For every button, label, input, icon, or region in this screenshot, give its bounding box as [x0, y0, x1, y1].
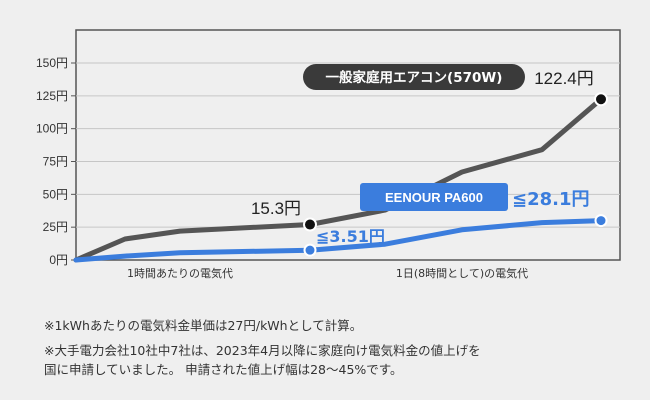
footnotes: ※1kWhあたりの電気料金単価は27円/kWhとして計算。 ※大手電力会社10社…	[44, 316, 634, 379]
series-line-0	[73, 96, 604, 263]
data-label: 15.3円	[251, 199, 301, 218]
legend-pill-aircon	[303, 64, 525, 90]
footnote-price-increase-2: 国に申請していました。 申請された値上げ幅は28～45%です。	[44, 362, 403, 377]
y-tick-label: 50円	[43, 187, 68, 201]
data-point	[594, 92, 608, 107]
legend-label-aircon: 一般家庭用エアコン(570W)	[326, 69, 503, 86]
data-point	[303, 243, 317, 257]
x-tick-label: 1時間あたりの電気代	[127, 266, 233, 280]
y-tick-label: 75円	[43, 155, 68, 169]
series-line-1	[73, 218, 604, 263]
y-tick-label: 125円	[36, 89, 68, 103]
data-label: 122.4円	[534, 69, 594, 88]
y-tick-label: 25円	[43, 220, 68, 234]
footnote-price-increase-1: ※大手電力会社10社中7社は、2023年4月以降に家庭向け電気料金の値上げを	[44, 343, 481, 358]
y-tick-label: 150円	[36, 56, 68, 70]
data-point	[594, 214, 608, 228]
x-tick-label: 1日(8時間として)の電気代	[396, 266, 528, 280]
legend-label-eenour: EENOUR PA600	[385, 190, 483, 205]
footnote-rate: ※1kWhあたりの電気料金単価は27円/kWhとして計算。	[44, 318, 363, 333]
y-tick-label: 0円	[49, 253, 68, 267]
data-label: ≦3.51円	[316, 227, 385, 246]
data-point	[303, 217, 317, 232]
data-label: ≦28.1円	[512, 189, 590, 210]
legend-pill-eenour	[360, 183, 508, 211]
y-tick-label: 100円	[36, 122, 68, 136]
